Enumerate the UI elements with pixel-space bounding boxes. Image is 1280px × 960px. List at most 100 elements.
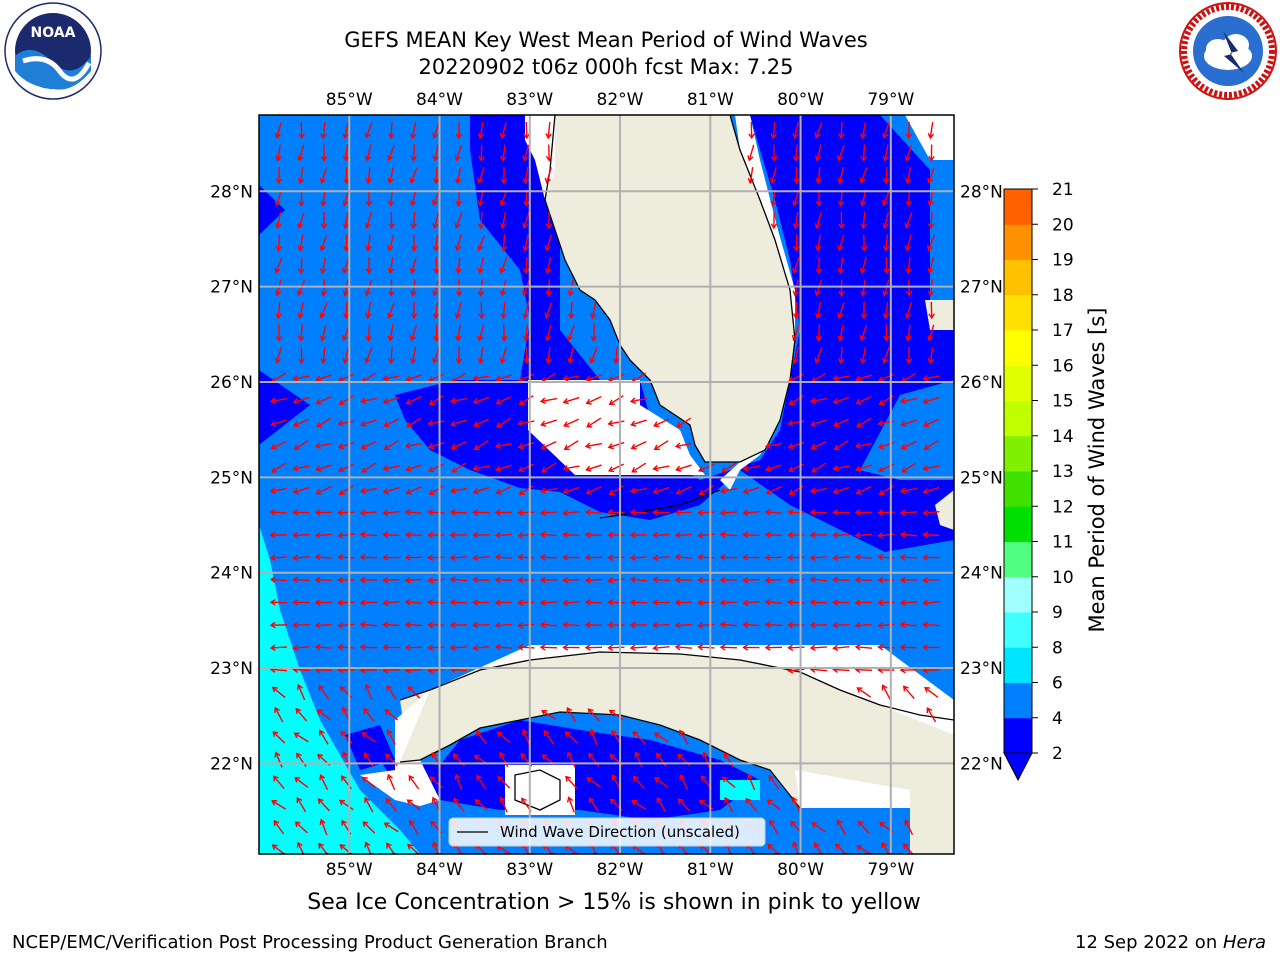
legend-label: Wind Wave Direction (unscaled) [500, 823, 740, 841]
wave-arrow [634, 751, 643, 768]
wave-arrow [522, 302, 530, 320]
wave-arrow [449, 509, 468, 516]
wave-arrow [719, 599, 738, 607]
wave-arrow [854, 442, 873, 449]
wave-arrow [899, 509, 918, 517]
wave-arrow [719, 576, 738, 584]
wave-arrow [543, 729, 555, 745]
wave-arrow [837, 324, 844, 342]
no-data-east-coast [720, 115, 795, 490]
wave-arrow [405, 464, 422, 472]
lat-label-right: 28°N [960, 182, 1003, 202]
lon-label-bottom: 83°W [506, 860, 553, 880]
wave-arrow [432, 212, 440, 230]
wave-arrow [342, 347, 350, 365]
colorbar-segment [1004, 224, 1032, 260]
wave-arrow [427, 441, 445, 450]
wave-arrow [652, 465, 670, 472]
wave-arrow [697, 643, 715, 651]
wave-arrow [928, 301, 935, 320]
wave-arrow [904, 819, 914, 836]
wave-arrow [724, 796, 734, 813]
wave-arrow [337, 532, 355, 539]
wave-arrow [629, 509, 648, 516]
wave-arrow [269, 576, 288, 583]
lat-label-left: 26°N [210, 373, 253, 393]
wave-arrow [541, 462, 557, 473]
lat-label-right: 22°N [960, 754, 1003, 774]
lon-label-bottom: 82°W [597, 860, 644, 880]
wave-arrow [809, 509, 828, 516]
wave-arrow [769, 167, 777, 184]
wave-arrow [337, 420, 355, 427]
colorbar-segment [1004, 330, 1032, 366]
lon-label-top: 84°W [416, 90, 463, 110]
wave-arrow [589, 728, 598, 746]
wave-arrow [319, 774, 329, 791]
wave-arrow [315, 374, 332, 382]
wave-arrow [383, 418, 400, 428]
wave-arrow [585, 395, 602, 405]
wave-arrow [433, 256, 440, 275]
wave-arrow [631, 800, 647, 810]
footer-credit: NCEP/EMC/Verification Post Processing Pr… [12, 932, 608, 953]
lon-label-bottom: 85°W [326, 860, 373, 880]
wave-arrow [860, 234, 868, 252]
wave-arrow [359, 509, 378, 517]
map-frame [258, 114, 955, 855]
wave-arrow [742, 599, 760, 607]
lon-label-top: 80°W [777, 90, 824, 110]
wave-arrow [544, 257, 552, 275]
wave-arrow [298, 121, 305, 140]
wave-arrow [523, 346, 530, 365]
wave-arrow [719, 531, 738, 538]
florida-coastline [544, 115, 796, 463]
wave-arrow [474, 799, 489, 811]
wave-arrow [387, 121, 395, 140]
wave-arrow [337, 643, 355, 651]
wave-arrow [814, 302, 822, 320]
wave-arrow [427, 531, 445, 539]
wave-arrow [274, 189, 283, 207]
colorbar-segment [1004, 506, 1032, 542]
wave-arrow [652, 644, 670, 652]
wave-arrow [522, 234, 529, 252]
wave-arrow [792, 189, 800, 207]
wave-arrow [521, 728, 531, 746]
wave-arrow [584, 644, 603, 651]
wave-arrow [809, 397, 828, 404]
wave-arrow [809, 487, 828, 494]
wave-arrow [451, 462, 467, 473]
wave-arrow [539, 397, 558, 404]
wave-arrow [832, 599, 850, 606]
wave-arrow [882, 122, 890, 139]
wave-arrow [815, 234, 822, 252]
wave-arrow [382, 599, 400, 607]
wave-arrow [296, 683, 306, 701]
wave-arrow [697, 599, 715, 606]
wave-arrow [518, 463, 535, 473]
wave-arrow [881, 189, 891, 207]
wave-arrow [359, 531, 378, 538]
wave-arrow [764, 508, 783, 516]
wave-arrow [586, 417, 602, 428]
lat-label-right: 24°N [960, 564, 1003, 584]
colorbar-segment [1004, 612, 1032, 648]
wave-arrow [584, 442, 603, 449]
wave-arrow [742, 509, 760, 517]
wave-arrow [883, 256, 890, 275]
wave-arrow [902, 685, 915, 700]
wave-arrow [499, 347, 507, 364]
wave-arrow [404, 531, 423, 539]
wave-arrow [427, 420, 445, 427]
colorbar-segment [1004, 576, 1032, 613]
colorbar-segment [1004, 189, 1032, 225]
wave-arrow [499, 796, 508, 813]
wave-arrow [477, 121, 485, 140]
wave-arrow [428, 395, 444, 406]
wave-arrow [427, 644, 445, 651]
no-data-cuba-south [795, 770, 910, 808]
wave-arrow [410, 144, 418, 162]
wave-arrow [832, 644, 850, 652]
wave-arrow [269, 397, 288, 404]
